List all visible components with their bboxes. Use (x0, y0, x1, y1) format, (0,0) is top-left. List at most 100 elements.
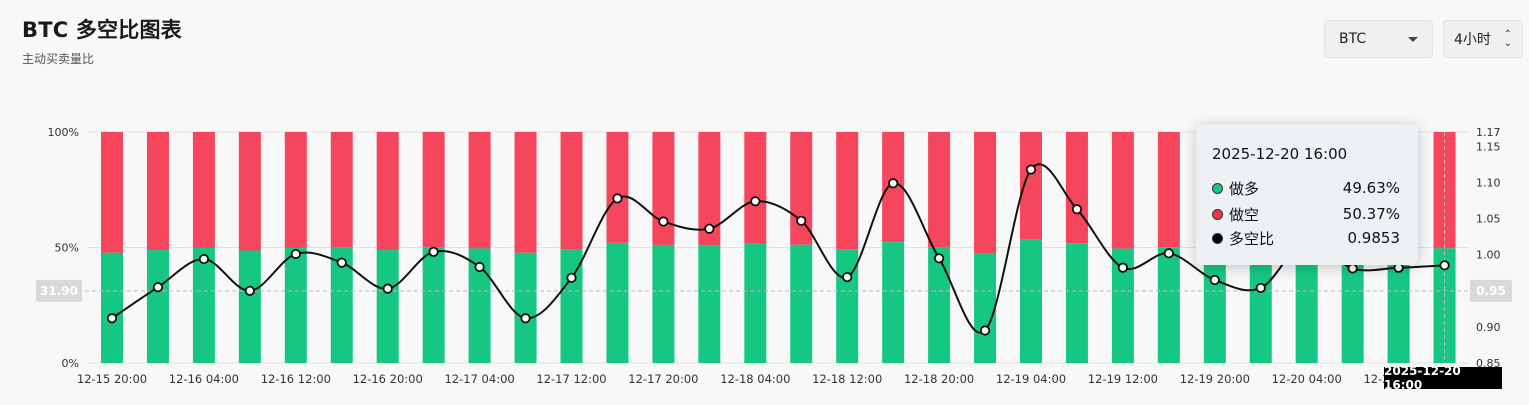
tooltip-row-long: 做多 49.63% (1212, 178, 1400, 198)
crosshair-right-label: 0.95 (1476, 284, 1506, 298)
bar-short (790, 132, 813, 245)
bar-long (744, 243, 767, 363)
ratio-point (382, 283, 393, 294)
x-tick-label: 12-17 04:00 (444, 372, 514, 386)
tooltip-row-ratio: 多空比 0.9853 (1212, 228, 1400, 248)
tooltip-short-label: 做空 (1229, 205, 1260, 224)
ratio-point (1025, 164, 1037, 175)
x-tick-label: 12-18 20:00 (904, 372, 974, 386)
x-tick-label: 12-18 12:00 (812, 372, 882, 386)
ratio-point (290, 248, 301, 260)
bar-short (1065, 132, 1088, 244)
bar-short (744, 132, 767, 244)
ratio-point (1347, 263, 1358, 274)
bar-long (606, 242, 629, 363)
tooltip-time: 2025-12-20 16:00 (1212, 145, 1348, 163)
bar-long (101, 252, 123, 363)
y-right-tick-label: 1.15 (1476, 140, 1501, 153)
ratio-point (336, 257, 347, 268)
bar-short (146, 132, 169, 251)
coin-select-value: BTC (1339, 31, 1367, 47)
page-title: BTC 多空比图表 (22, 18, 182, 42)
ratio-point (152, 282, 164, 293)
crosshair-left-label: 31.90 (40, 284, 78, 298)
long-dot-icon (1212, 182, 1223, 194)
y-left-tick-label: 0% (62, 357, 79, 370)
y-right-tick-label: 0.85 (1476, 357, 1501, 370)
bar-long (192, 247, 215, 363)
chevron-updown-icon: ⌃ ⌄ (1503, 29, 1512, 49)
bar-long (468, 248, 491, 363)
bar-short (974, 132, 997, 254)
ratio-point (198, 253, 209, 265)
ratio-point (1163, 248, 1174, 259)
bar-long (146, 250, 169, 363)
tooltip-short-value: 50.37% (1342, 205, 1400, 223)
ratio-point (658, 216, 669, 227)
ratio-point (106, 313, 118, 324)
bar-long (1433, 248, 1456, 363)
x-tick-label: 12-16 12:00 (261, 372, 331, 386)
bar-short (514, 132, 537, 253)
crosshair-time-label: 2025-12-20 16:00 (1384, 364, 1502, 392)
bar-long (1249, 250, 1272, 363)
tooltip-long-label: 做多 (1229, 179, 1260, 198)
bar-long (1065, 243, 1088, 363)
bar-short (376, 132, 399, 251)
crosshair-group: 31.90 0.95 (36, 132, 1512, 363)
y-right-tick-label: 1.00 (1476, 249, 1501, 262)
bar-short (836, 132, 859, 250)
tooltip-ratio-label: 多空比 (1229, 229, 1275, 248)
bar-long (790, 244, 813, 363)
bar-short (928, 132, 951, 248)
x-tick-label: 12-15 20:00 (77, 372, 147, 386)
ratio-point (704, 223, 715, 234)
bar-long (284, 247, 307, 363)
x-tick-label: 12-17 20:00 (628, 372, 698, 386)
period-select-value: 4小时 (1454, 32, 1491, 48)
ratio-point (1439, 260, 1450, 271)
short-dot-icon (1212, 208, 1223, 220)
ratio-point (244, 285, 255, 296)
bar-long (1157, 247, 1180, 363)
chart-tooltip: 2025-12-20 16:00 做多 49.63% 做空 50.37% 多空比… (1196, 124, 1418, 265)
bar-short (652, 132, 675, 245)
page-subtitle: 主动买卖量比 (22, 52, 95, 66)
bar-long (376, 250, 399, 363)
ratio-point (474, 261, 485, 273)
bar-short (422, 132, 445, 248)
x-tick-label: 12-16 04:00 (169, 372, 239, 386)
bar-long (238, 250, 261, 363)
x-tick-label: 12-17 12:00 (536, 372, 606, 386)
bar-long (882, 242, 905, 363)
bar-short (284, 132, 307, 248)
ratio-point (1255, 282, 1266, 294)
bar-short (560, 132, 583, 250)
bar-short (101, 132, 123, 253)
ratio-point (612, 193, 623, 204)
tooltip-long-value: 49.63% (1342, 179, 1400, 197)
bar-short (606, 132, 629, 243)
ratio-dot-icon (1212, 232, 1223, 244)
bar-long (698, 245, 721, 363)
coin-select[interactable]: BTC (1324, 20, 1433, 58)
bar-long (1295, 249, 1318, 363)
bar-long (560, 249, 583, 363)
bar-short (238, 132, 261, 251)
crosshair-right-box (1470, 279, 1512, 302)
x-tick-label: 12-19 12:00 (1088, 372, 1158, 386)
bar-short (330, 132, 353, 248)
ratio-point (428, 246, 439, 257)
crosshair-left-box (36, 279, 82, 302)
bar-long (1387, 248, 1410, 363)
period-select[interactable]: 4小时 ⌃ ⌄ (1443, 20, 1523, 58)
bar-long (514, 252, 537, 363)
bar-long (928, 247, 951, 363)
ratio-point (796, 215, 807, 226)
bar-long (1203, 249, 1226, 363)
tooltip-ratio-value: 0.9853 (1347, 229, 1401, 247)
bar-short (698, 132, 721, 246)
bar-long (974, 253, 997, 363)
tooltip-row-short: 做空 50.37% (1212, 204, 1400, 224)
